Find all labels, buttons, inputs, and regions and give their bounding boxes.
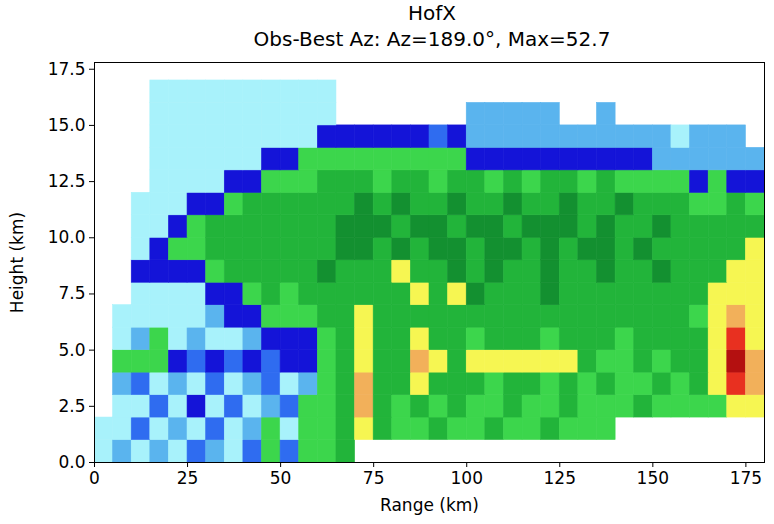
- svg-text:125: 125: [544, 468, 576, 488]
- svg-text:75: 75: [363, 468, 385, 488]
- svg-text:150: 150: [637, 468, 669, 488]
- svg-text:10.0: 10.0: [48, 227, 86, 247]
- svg-text:100: 100: [450, 468, 482, 488]
- svg-text:15.0: 15.0: [48, 115, 86, 135]
- svg-text:50: 50: [270, 468, 292, 488]
- svg-text:Height (km): Height (km): [7, 212, 27, 313]
- svg-text:17.5: 17.5: [48, 59, 86, 79]
- svg-text:0.0: 0.0: [58, 452, 85, 472]
- svg-text:25: 25: [177, 468, 199, 488]
- svg-text:5.0: 5.0: [58, 340, 85, 360]
- svg-text:7.5: 7.5: [58, 283, 85, 303]
- svg-text:Range (km): Range (km): [380, 495, 479, 515]
- html-text:Obs-Best Az: Az=189.0°, Max=52: Obs-Best Az: Az=189.0°, Max=52.7: [253, 27, 611, 51]
- html-text:HofX: HofX: [408, 1, 456, 25]
- svg-text:12.5: 12.5: [48, 171, 86, 191]
- svg-text:0: 0: [89, 468, 100, 488]
- svg-text:175: 175: [730, 468, 762, 488]
- svg-text:2.5: 2.5: [58, 396, 85, 416]
